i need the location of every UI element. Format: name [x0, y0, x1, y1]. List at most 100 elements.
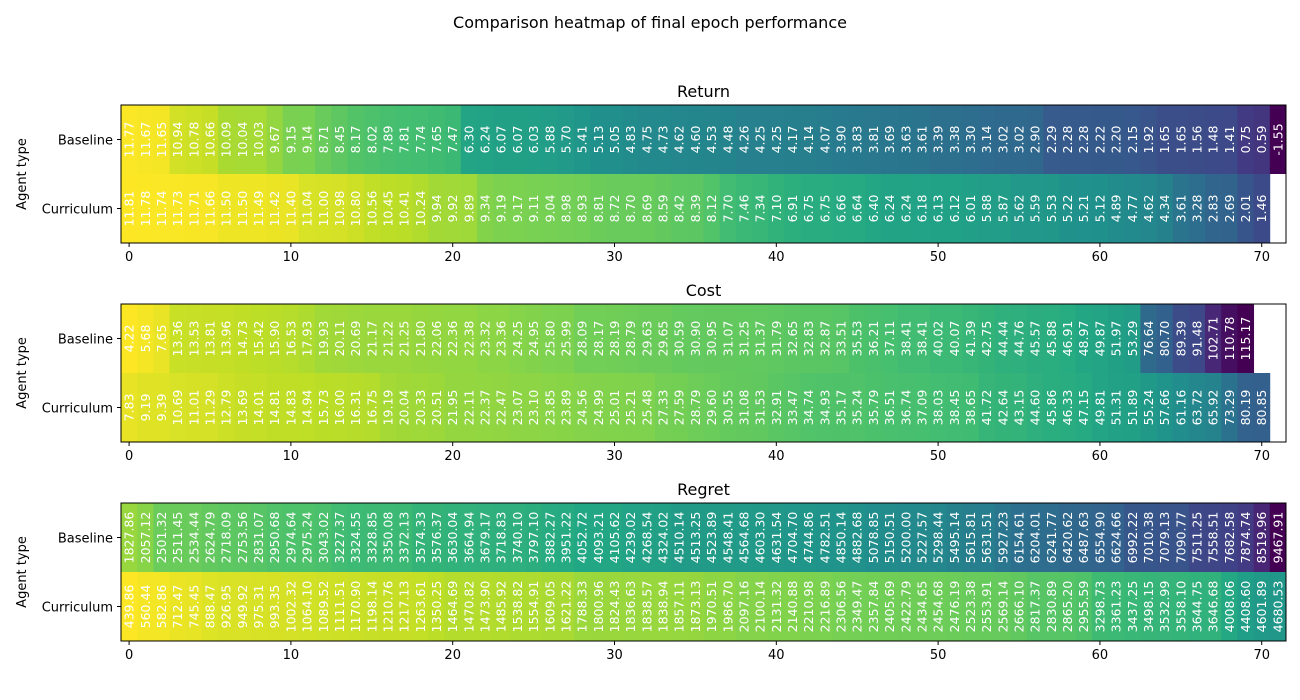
- heatmap-cell: [250, 174, 268, 243]
- heatmap-cell: [1091, 304, 1109, 373]
- cell-label: 44.44: [995, 321, 1010, 357]
- heatmap-cell: [1188, 304, 1206, 373]
- heatmap-cell: [444, 503, 462, 572]
- cell-label: 2511.45: [170, 512, 185, 564]
- cell-label: 1170.90: [348, 581, 363, 633]
- heatmap-cell: [978, 373, 996, 442]
- heatmap-cell: [121, 572, 138, 641]
- heatmap-cell: [606, 174, 623, 243]
- heatmap-cell: [1043, 304, 1060, 373]
- cell-label: 10.66: [202, 122, 217, 158]
- heatmap-cell: [638, 373, 656, 442]
- heatmap-cell: [930, 503, 947, 572]
- cell-label: 2.28: [1060, 126, 1075, 154]
- cell-label: 1609.05: [542, 581, 557, 633]
- heatmap-cell: [930, 304, 947, 373]
- row-label: Baseline: [58, 134, 113, 149]
- heatmap-cell: [169, 105, 187, 174]
- heatmap-cell: [282, 503, 300, 572]
- cell-label: 25.80: [542, 321, 557, 357]
- cell-label: 25.99: [558, 321, 573, 357]
- heatmap-cell: [331, 105, 348, 174]
- cell-label: 37.11: [882, 321, 897, 357]
- cell-label: 4.17: [785, 126, 800, 154]
- heatmap-cell: [719, 503, 737, 572]
- heatmap-cell: [1140, 503, 1157, 572]
- heatmap-cell: [703, 503, 721, 572]
- heatmap-cell: [1091, 572, 1109, 641]
- cell-label: 1838.57: [639, 581, 654, 633]
- heatmap-cell: [282, 174, 300, 243]
- cell-label: 2.20: [1109, 126, 1124, 154]
- cell-label: 37.09: [914, 390, 929, 426]
- heatmap-cell: [784, 373, 801, 442]
- cell-label: 9.04: [542, 195, 557, 223]
- heatmap-cell: [703, 304, 721, 373]
- heatmap-cell: [1075, 174, 1093, 243]
- cell-label: 4513.25: [688, 512, 703, 564]
- heatmap-cell: [363, 105, 381, 174]
- heatmap-cell: [525, 105, 543, 174]
- heatmap-cell: [849, 174, 866, 243]
- cell-label: 48.97: [1076, 321, 1091, 357]
- cell-label: 24.99: [591, 390, 606, 426]
- cell-label: 31.37: [753, 321, 768, 357]
- cell-label: 1986.70: [720, 581, 735, 633]
- heatmap-cell: [816, 572, 834, 641]
- heatmap-cell: [1010, 105, 1028, 174]
- cell-label: 4603.30: [753, 512, 768, 564]
- heatmap-cell: [622, 572, 640, 641]
- cell-label: 8.72: [607, 195, 622, 223]
- heatmap-cell: [541, 304, 559, 373]
- heatmap-cell: [428, 503, 446, 572]
- heatmap-cell: [800, 503, 818, 572]
- cell-label: 5.88: [542, 126, 557, 154]
- heatmap-cell: [881, 572, 899, 641]
- heatmap-cell: [1156, 304, 1174, 373]
- cell-label: 2553.91: [979, 581, 994, 633]
- cell-label: 15.73: [316, 390, 331, 426]
- cell-label: 23.85: [542, 390, 557, 426]
- x-tick-label: 50: [930, 250, 947, 265]
- cell-label: 6420.62: [1060, 512, 1075, 564]
- heatmap-cell: [638, 174, 656, 243]
- heatmap-cell: [185, 174, 203, 243]
- cell-label: 3882.27: [542, 512, 557, 564]
- heatmap-cell: [1156, 373, 1174, 442]
- heatmap-cell: [315, 174, 332, 243]
- cell-label: 4268.54: [639, 512, 654, 564]
- heatmap-cell: [541, 373, 559, 442]
- cell-label: 11.40: [283, 191, 298, 227]
- heatmap-cell: [460, 105, 478, 174]
- cell-label: 7558.51: [1206, 512, 1221, 564]
- heatmap-cell: [363, 503, 381, 572]
- heatmap-cell: [703, 572, 721, 641]
- cell-label: 44.76: [1012, 321, 1027, 357]
- cell-label: 1788.33: [575, 581, 590, 633]
- heatmap-cell: [1253, 572, 1271, 641]
- heatmap-cell: [784, 304, 801, 373]
- heatmap-cell: [962, 174, 979, 243]
- heatmap-cell: [784, 174, 801, 243]
- x-tick-label: 0: [125, 250, 133, 265]
- heatmap-cell: [1205, 105, 1222, 174]
- heatmap-cell: [622, 174, 640, 243]
- cell-label: 2569.14: [995, 581, 1010, 633]
- cell-label: 9.19: [138, 394, 153, 422]
- cell-label: 4.34: [1157, 195, 1172, 223]
- cell-label: 6.18: [914, 195, 929, 223]
- heatmap-cell: [897, 105, 915, 174]
- cell-label: 4.14: [801, 126, 816, 154]
- cell-label: 17.93: [300, 321, 315, 357]
- cell-label: 6.91: [785, 195, 800, 223]
- cell-label: 8.98: [558, 195, 573, 223]
- heatmap-cell: [1091, 373, 1109, 442]
- row-label: Curriculum: [42, 402, 113, 417]
- cell-label: 8.45: [332, 126, 347, 154]
- heatmap-cell: [557, 304, 575, 373]
- heatmap-cell: [735, 572, 753, 641]
- heatmap-cell: [1221, 105, 1238, 174]
- cell-label: 21.22: [380, 321, 395, 357]
- heatmap-cell: [1188, 373, 1206, 442]
- cell-label: 49.87: [1092, 321, 1107, 357]
